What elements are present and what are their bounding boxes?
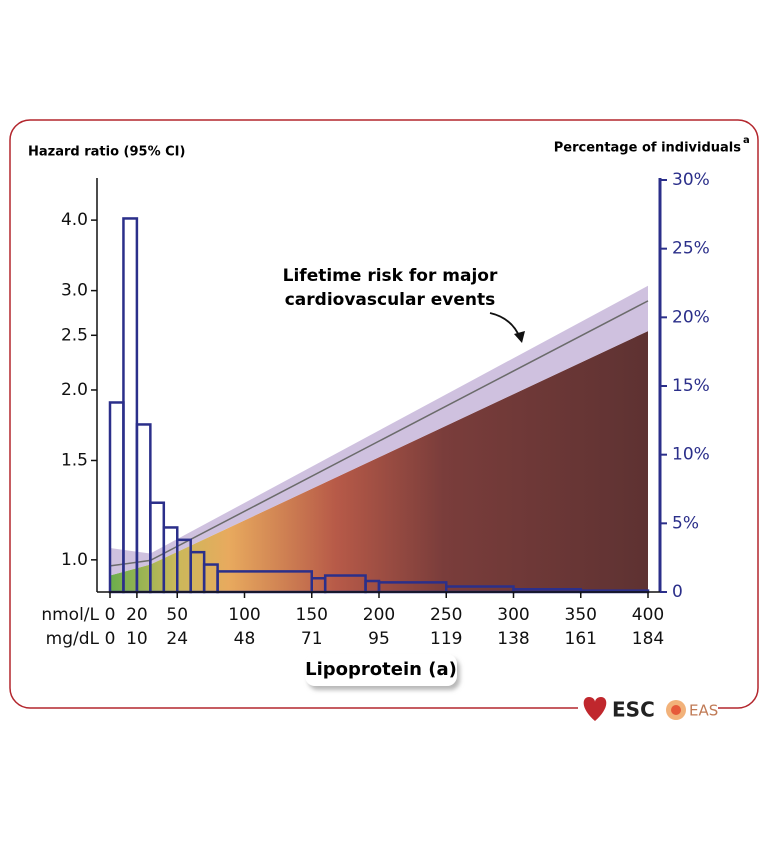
x-tick-label: 20: [126, 605, 148, 625]
y2-tick-label: 0: [672, 582, 683, 602]
eas-logo-icon: [671, 705, 681, 715]
x-tick-label: 100: [228, 605, 260, 625]
x2-tick-label: 184: [632, 629, 664, 649]
y-tick-label: 2.0: [61, 380, 88, 400]
y2-tick-label: 10%: [672, 445, 710, 465]
y2-tick-label: 30%: [672, 170, 710, 190]
x-tick-label: 200: [363, 605, 395, 625]
annotation: Lifetime risk for major: [283, 266, 498, 286]
y2-tick-label: 15%: [672, 376, 710, 396]
plot: 1.0 1.5 2.0 2.5 3.0 4.0 0 5% 10% 15% 20% 25% 30% 0 20 5…: [41, 170, 709, 649]
x2-tick-label: 48: [234, 629, 256, 649]
x2-tick-label: 161: [565, 629, 597, 649]
y2-axis-title-sup: a: [743, 135, 750, 146]
x2-tick-label: 0: [105, 629, 116, 649]
frame: [9, 119, 759, 709]
x-tick-label: 250: [430, 605, 462, 625]
x-tick-label: 0: [105, 605, 116, 625]
x-tick-label: 350: [565, 605, 597, 625]
histogram-bar: [122, 217, 139, 594]
logo-text: ESC: [612, 698, 655, 722]
x-axis-title: Lipoprotein (a): [305, 659, 457, 680]
risk-band: [110, 285, 648, 576]
x2-tick-label: 138: [497, 629, 529, 649]
y-axis-title: Hazard ratio (95% CI): [28, 145, 185, 160]
y-tick-label: 2.5: [61, 325, 88, 345]
x2-tick-label: 24: [166, 629, 188, 649]
y-tick-label: 4.0: [61, 210, 88, 230]
x-tick-label: 300: [497, 605, 529, 625]
x2-tick-label: 119: [430, 629, 462, 649]
risk-area: [110, 331, 648, 592]
x-axis-title-box: [305, 654, 457, 686]
x-tick-label: 150: [296, 605, 328, 625]
y-tick-label: 1.0: [61, 550, 88, 570]
annotation-arrowhead: [514, 331, 525, 343]
x2-tick-label: 10: [126, 629, 148, 649]
y2-tick-label: 20%: [672, 307, 710, 327]
y2-tick-label: 25%: [672, 239, 710, 259]
annotation: cardiovascular events: [285, 290, 496, 310]
logo-text: EAS: [689, 702, 718, 720]
y-tick-label: 1.5: [61, 450, 88, 470]
x-tick-label: 50: [166, 605, 188, 625]
y2-tick-label: 5%: [672, 513, 699, 533]
x2-unit-label: mg/dL: [46, 629, 100, 649]
y2-axis-title: Percentage of individuals: [554, 141, 741, 156]
x-tick-label: 400: [632, 605, 664, 625]
x-unit-label: nmol/L: [41, 605, 99, 625]
y-tick-label: 3.0: [61, 281, 88, 301]
x2-tick-label: 95: [368, 629, 390, 649]
x2-tick-label: 71: [301, 629, 323, 649]
esc-logo-icon: [583, 697, 607, 721]
